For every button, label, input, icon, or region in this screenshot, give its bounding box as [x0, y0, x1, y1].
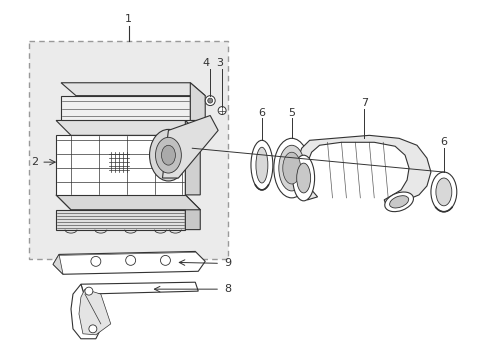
Text: 9: 9 [224, 258, 231, 268]
Text: 3: 3 [216, 58, 223, 68]
Polygon shape [61, 96, 190, 121]
Circle shape [160, 255, 170, 265]
Bar [56, 135, 185, 195]
Ellipse shape [435, 178, 451, 206]
Ellipse shape [292, 155, 314, 201]
Ellipse shape [430, 172, 456, 212]
Ellipse shape [155, 137, 181, 173]
Ellipse shape [161, 145, 175, 165]
Ellipse shape [278, 145, 304, 191]
Circle shape [85, 287, 93, 295]
Text: 6: 6 [440, 137, 447, 147]
Text: 2: 2 [31, 157, 38, 167]
Circle shape [91, 256, 101, 266]
Text: 5: 5 [287, 108, 295, 117]
Circle shape [218, 107, 225, 114]
Polygon shape [56, 195, 200, 210]
Text: 1: 1 [125, 14, 132, 24]
Ellipse shape [149, 129, 187, 181]
Polygon shape [162, 116, 218, 178]
Circle shape [207, 98, 212, 103]
Polygon shape [61, 83, 205, 96]
Polygon shape [190, 83, 205, 121]
Polygon shape [56, 195, 200, 210]
Polygon shape [297, 135, 430, 208]
Circle shape [205, 96, 215, 105]
Polygon shape [53, 255, 63, 274]
Ellipse shape [273, 138, 309, 198]
Text: 7: 7 [360, 98, 367, 108]
Text: 8: 8 [224, 284, 231, 294]
Text: 4: 4 [202, 58, 209, 68]
Ellipse shape [250, 140, 272, 190]
Polygon shape [71, 284, 101, 339]
Polygon shape [53, 251, 205, 274]
Ellipse shape [384, 192, 413, 212]
Ellipse shape [282, 152, 300, 184]
Polygon shape [56, 210, 185, 230]
Text: 6: 6 [258, 108, 265, 117]
Polygon shape [185, 121, 200, 195]
Polygon shape [185, 195, 200, 230]
Ellipse shape [389, 196, 408, 208]
Circle shape [89, 325, 97, 333]
Polygon shape [56, 121, 200, 135]
Polygon shape [79, 289, 111, 335]
Ellipse shape [296, 163, 310, 193]
Polygon shape [81, 282, 198, 294]
Bar [29, 41, 227, 260]
Ellipse shape [255, 147, 267, 183]
Circle shape [125, 255, 135, 265]
